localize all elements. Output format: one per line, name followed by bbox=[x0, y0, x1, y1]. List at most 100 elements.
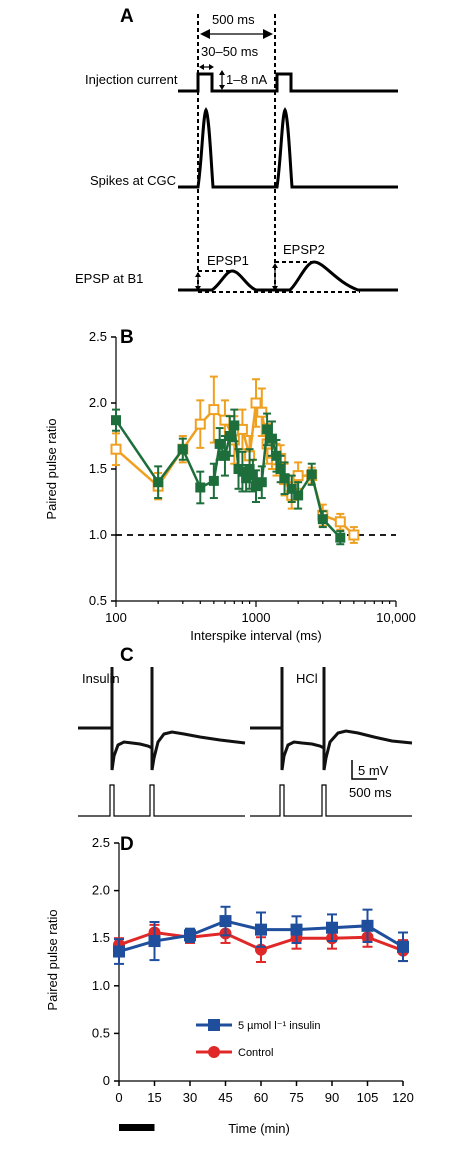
chart-b-point bbox=[251, 481, 261, 492]
chart-b-point bbox=[247, 470, 258, 481]
chart-d-point bbox=[219, 915, 232, 928]
chart-d-point bbox=[113, 945, 125, 958]
chart-b-point bbox=[110, 443, 122, 455]
chart-b-point bbox=[279, 473, 290, 484]
chart-d-ylabel: Paired pulse ratio bbox=[45, 909, 60, 1010]
chart-d-xtick-label: 120 bbox=[392, 1090, 414, 1105]
chart-b-point bbox=[317, 514, 328, 525]
chart-d-ytick-label: 1.0 bbox=[92, 978, 110, 993]
chart-d-xtick-label: 45 bbox=[218, 1090, 232, 1105]
chart-b-point bbox=[250, 397, 262, 409]
chart-b-xtick-label: 1000 bbox=[242, 610, 271, 625]
chart-d-point bbox=[184, 929, 196, 942]
epsp1-label: EPSP1 bbox=[207, 253, 249, 268]
chart-b-point bbox=[271, 450, 282, 461]
amp-label: 1–8 nA bbox=[226, 72, 268, 87]
chart-d-point bbox=[148, 935, 161, 948]
injection-current-label: Injection current bbox=[85, 72, 178, 87]
chart-b-point bbox=[335, 532, 346, 543]
chart-b-point bbox=[208, 404, 220, 416]
chart-b-ytick-label: 1.5 bbox=[89, 461, 107, 476]
amp-arrow-heads bbox=[219, 70, 225, 90]
epsp1-arrow bbox=[195, 272, 201, 291]
chart-d-legend-marker bbox=[208, 1019, 220, 1031]
chart-b-point bbox=[262, 424, 273, 435]
scale-bar-time: 500 ms bbox=[349, 785, 392, 800]
insulin-stimulus-trace bbox=[78, 784, 245, 817]
chart-d-ytick-label: 1.5 bbox=[92, 930, 110, 945]
chart-d-point bbox=[290, 923, 303, 936]
chart-b-point bbox=[286, 483, 297, 494]
chart-b-ylabel: Paired pulse ratio bbox=[44, 418, 59, 519]
chart-b-ytick-label: 2.0 bbox=[89, 395, 107, 410]
chart-b-ytick-label: 2.5 bbox=[89, 329, 107, 344]
chart-d-ytick-label: 0 bbox=[103, 1073, 110, 1088]
chart-d-xtick-label: 15 bbox=[147, 1090, 161, 1105]
chart-d-xtick-label: 60 bbox=[254, 1090, 268, 1105]
chart-d-point bbox=[326, 921, 338, 934]
chart-b-point bbox=[256, 477, 267, 488]
panel-letter-d: D bbox=[120, 834, 134, 855]
chart-b-xtick-label: 100 bbox=[105, 610, 127, 625]
panel-letter-a: A bbox=[120, 6, 134, 27]
chart-b-xlabel: Interspike interval (ms) bbox=[190, 628, 321, 643]
width-arrow-heads bbox=[199, 64, 214, 70]
chart-d-xlabel: Time (min) bbox=[228, 1121, 290, 1136]
spikes-cgc-trace bbox=[178, 107, 398, 189]
chart-d-ytick-label: 2.0 bbox=[92, 883, 110, 898]
epsp-b1-label: EPSP at B1 bbox=[75, 271, 143, 286]
chart-b-point bbox=[334, 516, 346, 528]
chart-b-point bbox=[224, 431, 235, 441]
scale-bar bbox=[351, 760, 377, 780]
hcl-recording-trace bbox=[250, 667, 413, 771]
chart-b-point bbox=[194, 418, 206, 430]
chart-b-point bbox=[111, 415, 121, 426]
chart-b-point bbox=[214, 438, 225, 449]
hcl-label: HCl bbox=[296, 671, 318, 686]
chart-d-treatment-bar bbox=[119, 1124, 155, 1131]
scale-bar-voltage: 5 mV bbox=[358, 763, 389, 778]
panel-letter-b: B bbox=[120, 327, 134, 348]
chart-d-point bbox=[255, 923, 267, 936]
chart-b: B Paired pulse ratio Interspike interval… bbox=[44, 327, 416, 643]
width-label: 30–50 ms bbox=[201, 44, 259, 59]
chart-b-point bbox=[208, 475, 219, 486]
chart-b-point bbox=[348, 529, 360, 541]
chart-d-point bbox=[397, 940, 409, 953]
epsp2-label: EPSP2 bbox=[283, 242, 325, 257]
chart-b-point bbox=[266, 433, 277, 444]
chart-b-point bbox=[244, 464, 255, 474]
panel-c: C Insulin HCl 5 mV 500 ms bbox=[78, 645, 413, 817]
chart-b-point bbox=[293, 490, 304, 501]
chart-d-legend-label: Control bbox=[238, 1047, 273, 1059]
chart-b-point bbox=[195, 482, 206, 493]
spikes-cgc-label: Spikes at CGC bbox=[90, 173, 176, 188]
chart-d-ytick-label: 2.5 bbox=[92, 835, 110, 850]
chart-d-xtick-label: 90 bbox=[325, 1090, 339, 1105]
chart-b-xtick-label: 10,000 bbox=[376, 610, 416, 625]
chart-d-xtick-label: 0 bbox=[115, 1090, 122, 1105]
chart-b-point bbox=[229, 420, 240, 431]
chart-b-point bbox=[177, 444, 188, 455]
chart-b-point bbox=[241, 473, 252, 484]
hcl-stimulus-trace bbox=[250, 784, 412, 817]
insulin-label: Insulin bbox=[82, 671, 120, 686]
panel-a: A 500 ms 30–50 ms 1–8 nA Injection curre… bbox=[75, 6, 398, 293]
chart-d-legend-label: 5 µmol l⁻¹ insulin bbox=[238, 1020, 320, 1032]
chart-b-ytick-label: 0.5 bbox=[89, 593, 107, 608]
chart-b-point bbox=[256, 406, 268, 418]
panel-letter-c: C bbox=[120, 645, 134, 666]
chart-d-xtick-label: 105 bbox=[357, 1090, 379, 1105]
epsp-b1-trace bbox=[178, 260, 398, 292]
chart-d-legend-marker bbox=[208, 1046, 220, 1058]
chart-d-ytick-label: 0.5 bbox=[92, 1025, 110, 1040]
interval-label: 500 ms bbox=[212, 12, 255, 27]
chart-b-point bbox=[153, 477, 164, 488]
chart-b-point bbox=[306, 469, 317, 480]
chart-b-point bbox=[237, 466, 248, 477]
insulin-recording-trace bbox=[78, 667, 246, 771]
chart-b-point bbox=[275, 464, 286, 474]
chart-d-xtick-label: 30 bbox=[183, 1090, 197, 1105]
chart-d-xtick-label: 75 bbox=[289, 1090, 303, 1105]
